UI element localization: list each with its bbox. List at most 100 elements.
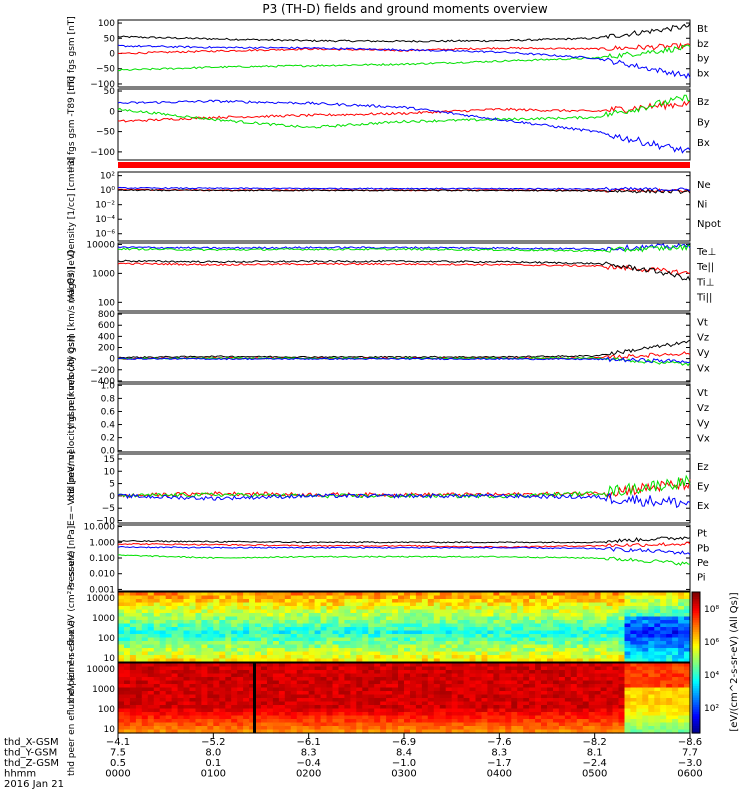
spectrogram-cell: [600, 595, 608, 600]
spectrogram-cell: [118, 698, 125, 703]
spectrogram-cell: [469, 666, 477, 671]
spectrogram-cell: [469, 616, 477, 621]
spectrogram-cell: [338, 680, 346, 685]
spectrogram-cell: [332, 606, 340, 611]
spectrogram-cell: [606, 698, 614, 703]
spectrogram-cell: [630, 701, 637, 706]
spectrogram-cell: [183, 623, 191, 628]
spectrogram-cell: [320, 595, 328, 600]
spectrogram-cell: [529, 680, 536, 685]
spectrogram-cell: [314, 701, 322, 706]
spectrogram-cell: [177, 616, 185, 621]
spectrogram-cell: [231, 722, 238, 727]
spectrogram-cell: [517, 670, 524, 675]
spectrogram-cell: [392, 684, 399, 689]
spectrogram-cell: [570, 705, 578, 710]
spectrogram-cell: [165, 670, 173, 675]
spectrogram-cell: [475, 712, 483, 717]
spectrogram-cell: [159, 651, 167, 656]
spectrogram-cell: [618, 641, 626, 646]
spectrogram-cell: [195, 658, 203, 663]
spectrogram-cell: [326, 722, 334, 727]
spectrogram-cell: [439, 663, 447, 668]
spectrogram-cell: [326, 595, 334, 600]
spectrogram-cell: [135, 726, 143, 731]
spectrogram-cell: [225, 655, 232, 660]
spectrogram-cell: [350, 663, 357, 668]
spectrogram-cell: [439, 726, 447, 731]
spectrogram-cell: [338, 616, 346, 621]
spectrogram-cell: [475, 694, 483, 699]
spectrogram-cell: [314, 719, 322, 724]
spectrogram-cell: [195, 595, 203, 600]
spectrogram-cell: [261, 602, 268, 607]
spectrogram-cell: [415, 729, 423, 734]
spectrogram-cell: [588, 694, 596, 699]
spectrogram-cell: [630, 663, 637, 668]
spectrogram-cell: [398, 729, 405, 734]
spectrogram-cell: [302, 663, 310, 668]
spectrogram-cell: [189, 684, 197, 689]
spectrogram-cell: [600, 708, 608, 713]
spectrogram-cell: [272, 616, 280, 621]
spectrogram-cell: [612, 634, 620, 639]
spectrogram-cell: [600, 658, 608, 663]
spectrogram-cell: [237, 648, 244, 653]
spectrogram-cell: [410, 701, 417, 706]
spectrogram-cell: [553, 620, 560, 625]
spectrogram-cell: [511, 602, 518, 607]
spectrogram-cell: [511, 637, 518, 642]
spectrogram-cell: [612, 694, 620, 699]
spectrogram-cell: [487, 630, 494, 635]
spectrogram-cell: [272, 677, 280, 682]
spectrogram-cell: [267, 701, 274, 706]
spectrogram-cell: [189, 729, 197, 734]
spectrogram-cell: [558, 627, 566, 632]
x-tick-label: −2.4: [583, 758, 607, 769]
spectrogram-cell: [290, 663, 298, 668]
colorbar-cell: [692, 716, 700, 720]
spectrogram-cell: [255, 722, 262, 727]
spectrogram-cell: [475, 698, 483, 703]
spectrogram-cell: [630, 648, 637, 653]
spectrogram-cell: [326, 616, 334, 621]
spectrogram-cell: [439, 680, 447, 685]
spectrogram-cell: [302, 609, 310, 614]
spectrogram-cell: [147, 637, 155, 642]
spectrogram-cell: [267, 648, 274, 653]
spectrogram-cell: [499, 670, 506, 675]
spectrogram-cell: [481, 726, 489, 731]
spectrogram-cell: [308, 705, 316, 710]
spectrogram-cell: [535, 719, 542, 724]
spectrogram-cell: [225, 620, 232, 625]
spectrogram-cell: [261, 670, 268, 675]
spectrogram-cell: [392, 701, 399, 706]
spectrogram-cell: [177, 677, 185, 682]
spectrogram-cell: [201, 715, 208, 720]
spectrogram-cell: [678, 634, 685, 639]
spectrogram-cell: [356, 609, 363, 614]
spectrogram-cell: [445, 698, 453, 703]
spectrogram-cell: [189, 613, 197, 618]
spectrogram-cell: [249, 698, 256, 703]
spectrogram-cell: [296, 666, 304, 671]
spectrogram-cell: [153, 722, 161, 727]
spectrogram-cell: [183, 641, 191, 646]
spectrogram-cell: [207, 670, 214, 675]
spectrogram-cell: [499, 644, 506, 649]
spectrogram-cell: [630, 715, 637, 720]
spectrogram-cell: [124, 712, 131, 717]
spectrogram-cell: [231, 673, 238, 678]
spectrogram-cell: [511, 705, 518, 710]
spectrogram-cell: [493, 651, 500, 656]
spectrogram-cell: [213, 701, 220, 706]
spectrogram-cell: [570, 623, 578, 628]
spectrogram-cell: [475, 684, 483, 689]
spectrogram-cell: [445, 595, 453, 600]
spectrogram-cell: [332, 673, 340, 678]
spectrogram-cell: [612, 666, 620, 671]
spectrogram-cell: [344, 670, 351, 675]
spectrogram-cell: [654, 637, 661, 642]
spectrogram-cell: [159, 641, 167, 646]
